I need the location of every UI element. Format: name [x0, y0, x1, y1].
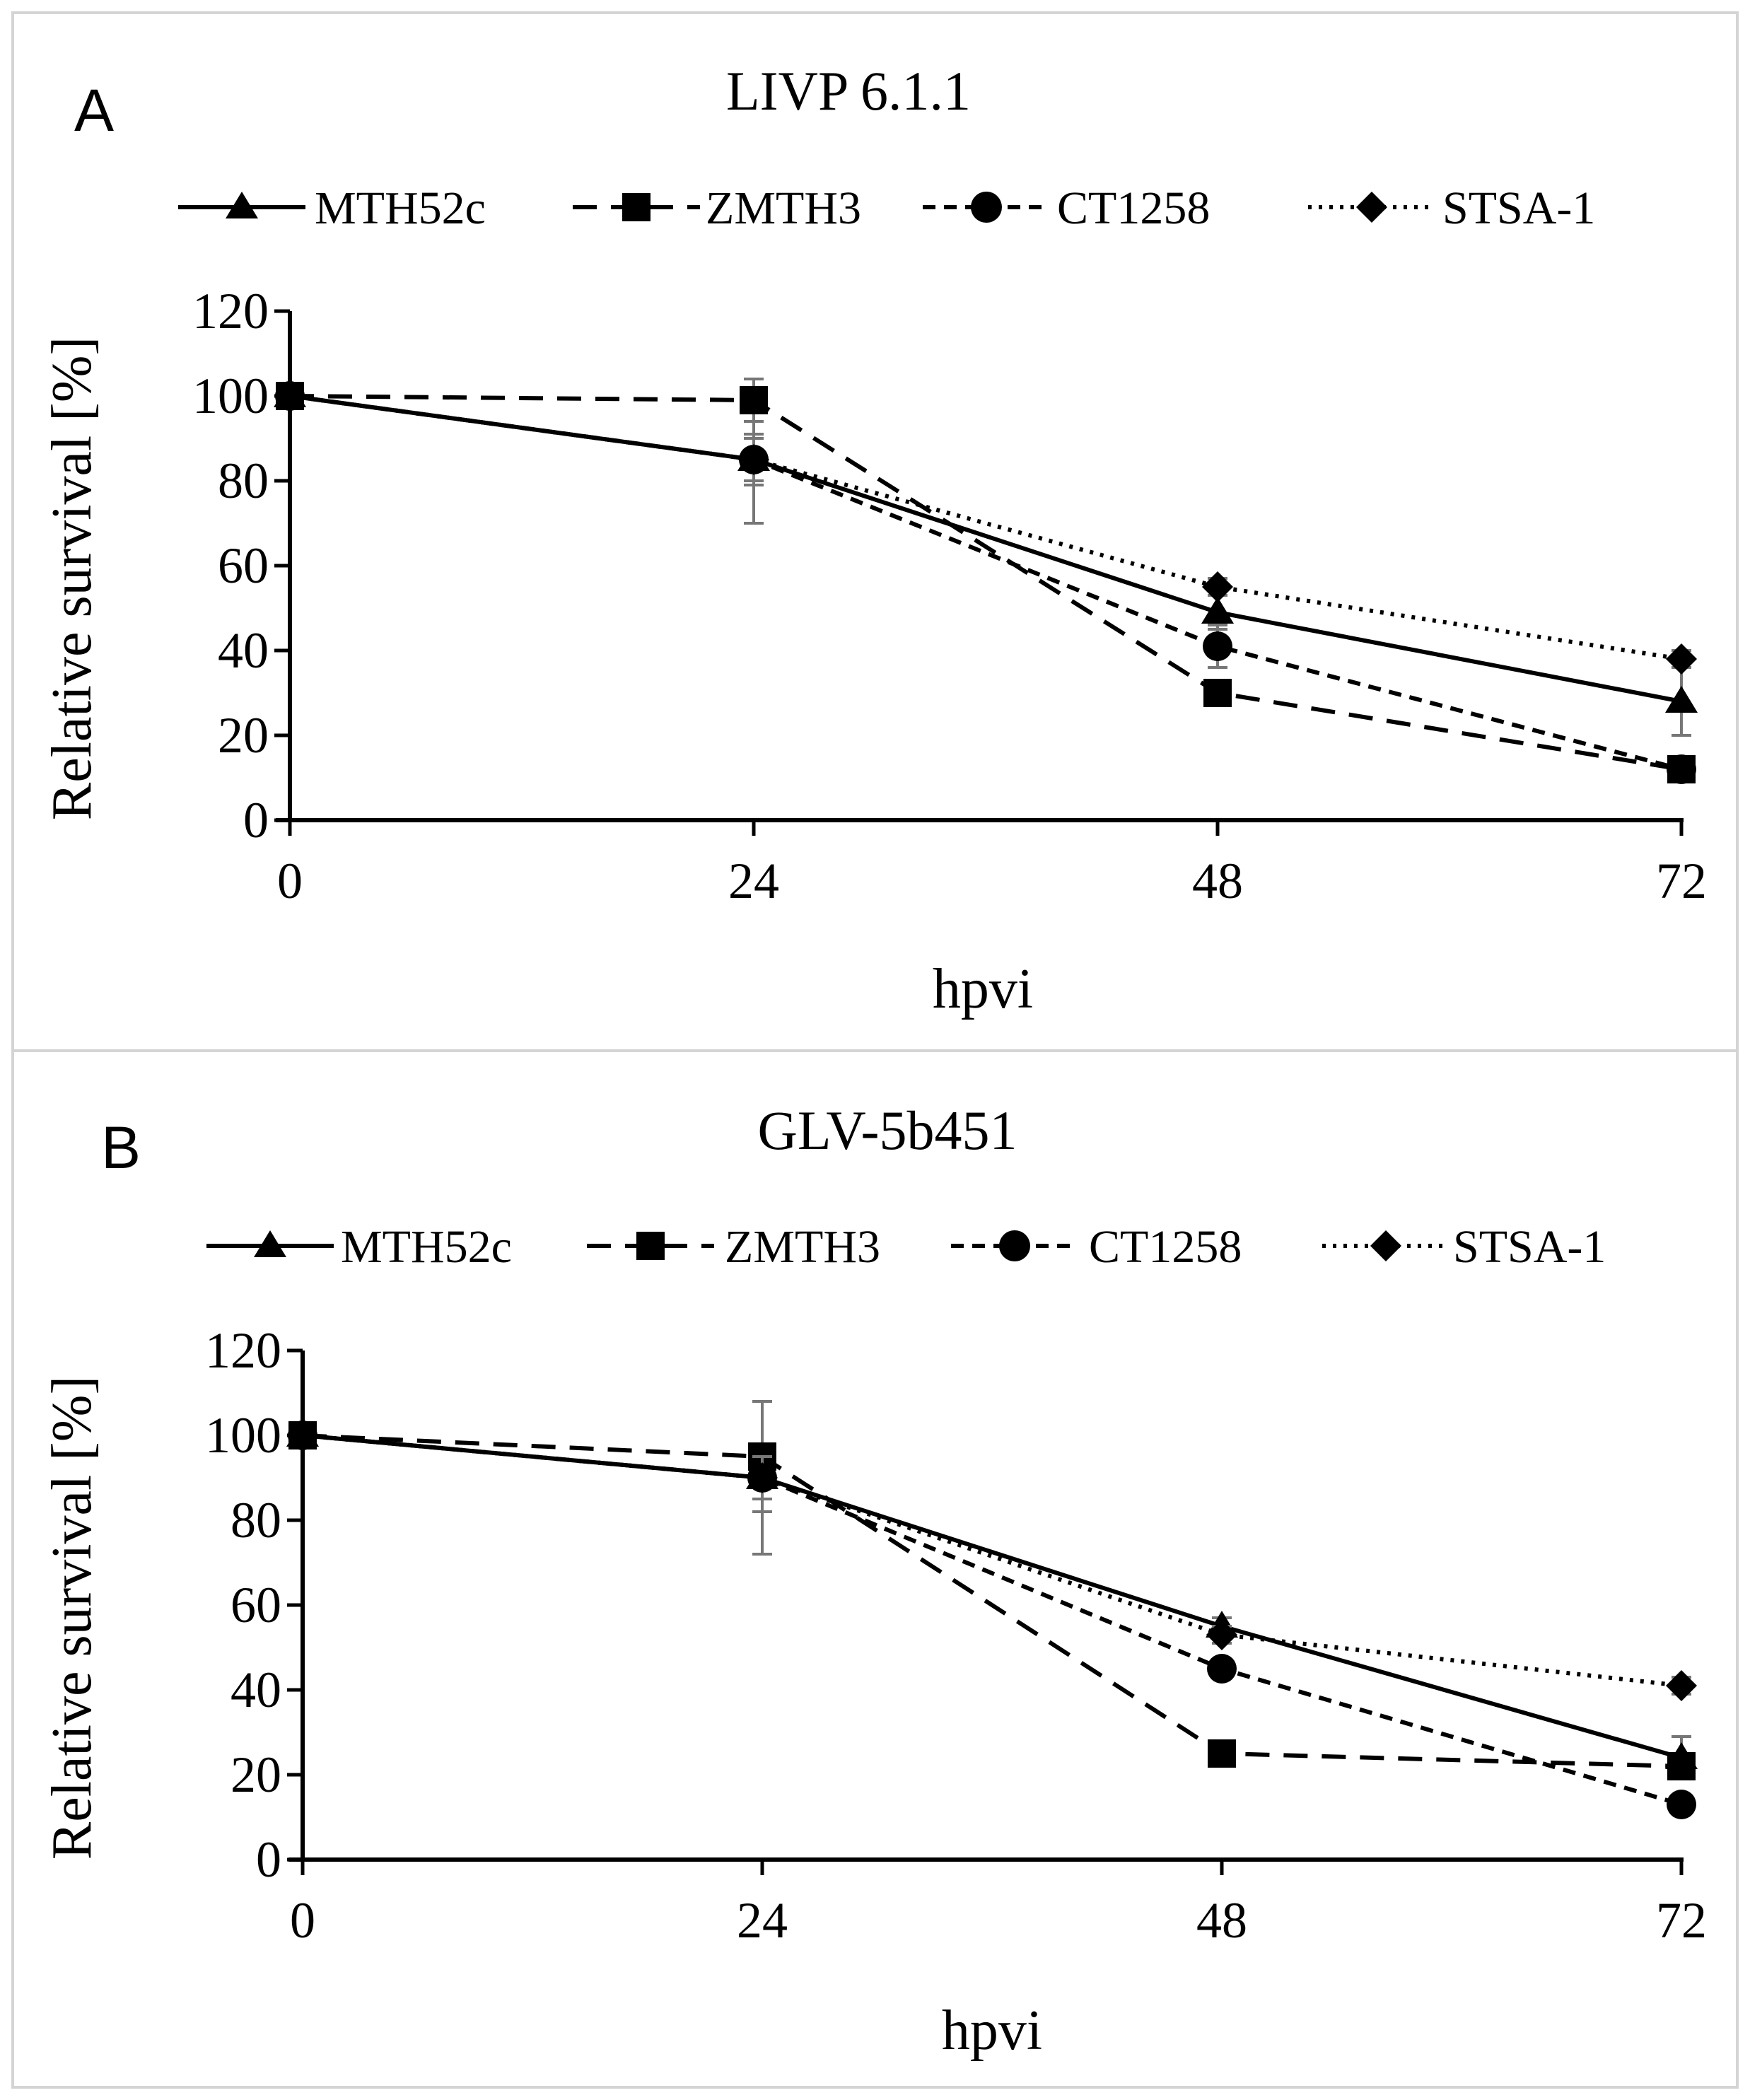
legend-label-ct1258: CT1258	[1089, 1221, 1242, 1273]
x-tick-label: 48	[1196, 1892, 1247, 1949]
panel-b-frame	[11, 1049, 1739, 2089]
legend-marker-ct1258	[971, 192, 1002, 223]
series-line-zmth3	[289, 394, 1682, 771]
legend-item-ct1258: CT1258	[951, 1221, 1242, 1273]
panel-b-y-axis-label: Relative survival [%]	[41, 1376, 103, 1860]
y-tick-label: 0	[256, 1831, 281, 1888]
panel-a-legend: MTH52c ZMTH3 CT1258 STSA-1	[178, 182, 1595, 234]
panel-a-axes: 0 20 40 60 80 100 120 0 24 48 72	[192, 283, 1707, 909]
legend-marker-zmth3	[636, 1232, 665, 1260]
series-stsa-1	[274, 380, 1697, 675]
legend-label-zmth3: ZMTH3	[706, 182, 861, 234]
data-point-mth52c	[1201, 597, 1234, 624]
data-point-stsa-1	[1666, 643, 1697, 675]
legend-item-mth52c: MTH52c	[206, 1221, 512, 1273]
data-point-stsa-1	[1202, 571, 1233, 602]
y-tick-label: 120	[192, 283, 269, 339]
panel-b: B GLV-5b451 Relative survival [%] hpvi M…	[11, 1049, 1739, 2089]
legend-label-zmth3: ZMTH3	[725, 1221, 880, 1273]
data-point-ct1258	[1667, 1790, 1696, 1819]
panel-a-y-axis-label: Relative survival [%]	[41, 337, 103, 820]
legend-marker-stsa-1	[1370, 1230, 1401, 1261]
panel-b-x-axis-label: hpvi	[942, 2000, 1042, 2062]
y-tick-label: 60	[218, 537, 269, 594]
panel-a-letter: A	[74, 77, 114, 144]
panel-b-axes: 0 20 40 60 80 100 120 0 24 48 72	[205, 1322, 1707, 1949]
legend-label-stsa-1: STSA-1	[1453, 1221, 1606, 1273]
legend-item-zmth3: ZMTH3	[587, 1221, 880, 1273]
series-line-zmth3	[302, 1433, 1682, 1768]
legend-item-mth52c: MTH52c	[178, 182, 486, 234]
y-tick-label: 20	[218, 707, 269, 764]
y-tick-label: 20	[231, 1746, 281, 1803]
panel-a-x-axis-label: hpvi	[933, 958, 1033, 1020]
data-point-stsa-1	[738, 444, 769, 475]
legend-item-ct1258: CT1258	[923, 182, 1210, 234]
panel-b-title: GLV-5b451	[758, 1099, 1017, 1161]
data-point-ct1258	[1203, 631, 1232, 661]
y-tick-label: 100	[192, 368, 269, 424]
x-tick-label: 24	[728, 853, 779, 909]
legend-item-stsa-1: STSA-1	[1308, 182, 1595, 234]
y-tick-label: 100	[205, 1407, 281, 1464]
legend-marker-mth52c	[226, 192, 258, 218]
x-tick-label: 48	[1192, 853, 1243, 909]
panel-b-plot-area	[286, 1400, 1698, 1819]
series-line-mth52c	[302, 1433, 1682, 1760]
x-tick-label: 0	[290, 1892, 315, 1949]
panel-a: A LIVP 6.1.1 Relative survival [%] hpvi …	[11, 11, 1739, 1052]
y-tick-label: 0	[243, 792, 269, 848]
y-tick-label: 40	[231, 1662, 281, 1718]
series-line-stsa-1	[289, 394, 1682, 661]
data-point-stsa-1	[1206, 1619, 1237, 1650]
data-point-zmth3	[1667, 1752, 1696, 1780]
data-point-stsa-1	[1666, 1670, 1697, 1701]
panel-a-plot-area	[274, 378, 1698, 784]
data-point-stsa-1	[287, 1420, 318, 1451]
legend-marker-zmth3	[622, 193, 651, 221]
panel-b-letter: B	[101, 1114, 141, 1181]
legend-marker-stsa-1	[1356, 192, 1387, 223]
series-stsa-1	[287, 1420, 1697, 1701]
y-tick-label: 60	[231, 1577, 281, 1633]
data-point-zmth3	[740, 386, 768, 414]
y-tick-label: 120	[205, 1322, 281, 1379]
y-tick-label: 80	[218, 453, 269, 509]
series-line-stsa-1	[302, 1433, 1682, 1688]
y-tick-label: 40	[218, 622, 269, 679]
legend-marker-ct1258	[999, 1230, 1030, 1261]
y-tick-label: 80	[231, 1492, 281, 1548]
legend-label-mth52c: MTH52c	[341, 1221, 512, 1273]
legend-item-stsa-1: STSA-1	[1322, 1221, 1606, 1273]
legend-label-ct1258: CT1258	[1057, 182, 1210, 234]
data-point-ct1258	[1667, 754, 1696, 784]
legend-label-mth52c: MTH52c	[315, 182, 486, 234]
data-point-stsa-1	[274, 380, 305, 412]
data-point-stsa-1	[747, 1462, 778, 1493]
x-tick-label: 72	[1656, 1892, 1707, 1949]
series-line-ct1258	[302, 1433, 1682, 1807]
legend-marker-mth52c	[254, 1230, 286, 1257]
data-point-zmth3	[1208, 1739, 1236, 1768]
data-point-zmth3	[1203, 679, 1232, 707]
data-point-mth52c	[1665, 686, 1698, 713]
data-point-ct1258	[1207, 1654, 1237, 1684]
x-tick-label: 72	[1656, 853, 1707, 909]
legend-label-stsa-1: STSA-1	[1442, 182, 1595, 234]
panel-b-legend: MTH52c ZMTH3 CT1258 STSA-1	[206, 1221, 1606, 1273]
x-tick-label: 0	[277, 853, 303, 909]
x-tick-label: 24	[737, 1892, 788, 1949]
panel-a-title: LIVP 6.1.1	[726, 60, 971, 122]
legend-item-zmth3: ZMTH3	[573, 182, 861, 234]
